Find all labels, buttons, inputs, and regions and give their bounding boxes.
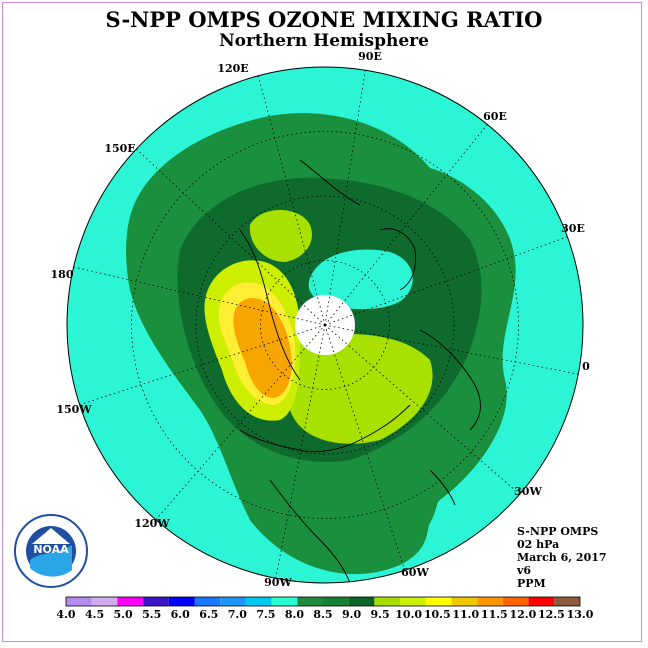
- colorbar-segment: [451, 597, 478, 606]
- orange-region: [233, 298, 292, 398]
- colorbar-segment: [297, 597, 323, 606]
- info-version: v6: [516, 564, 531, 577]
- longitude-label: 30W: [514, 485, 542, 498]
- colorbar-tick-label: 11.5: [481, 608, 508, 621]
- colorbar-segment: [220, 597, 246, 606]
- dark-green-lower-lobe: [250, 470, 440, 564]
- longitude-label: 90W: [264, 576, 292, 589]
- longitude-label: 60W: [401, 566, 429, 579]
- info-level: 02 hPa: [517, 538, 559, 551]
- latitude-circle: [195, 195, 455, 455]
- colorbar-tick-label: 4.0: [56, 608, 75, 621]
- colorbar-tick-label: 6.0: [171, 608, 190, 621]
- noaa-logo-wave: [30, 545, 72, 577]
- info-units: PPM: [517, 577, 546, 590]
- map-subtitle: Northern Hemisphere: [219, 31, 429, 51]
- map-boundary: [66, 66, 584, 584]
- longitude-label: 0: [582, 360, 590, 373]
- colorbar-tick-label: 6.5: [199, 608, 218, 621]
- colorbar-segment: [502, 597, 529, 606]
- longitude-labels: 90E 60E 30E 0 30W 60W 90W 120W 150W 180 150E 120E: [51, 50, 591, 589]
- colorbar-segment: [194, 597, 221, 606]
- colorbar-segment: [66, 597, 92, 606]
- longitude-label: 120E: [217, 62, 248, 75]
- colorbar-tick-label: 9.0: [342, 608, 361, 621]
- polar-map: [67, 67, 583, 583]
- colorbar-tick-label: 10.5: [424, 608, 451, 621]
- noaa-logo-gull: [32, 528, 70, 544]
- colorbar-tick-label: 11.0: [452, 608, 479, 621]
- colorbar-segment: [528, 597, 555, 606]
- noaa-logo-text: NOAA: [33, 543, 69, 556]
- longitude-label: 120W: [134, 517, 170, 530]
- longitude-label: 30E: [561, 222, 585, 235]
- colorbar-segment: [554, 597, 580, 606]
- colorbar-tick-label: 7.5: [256, 608, 275, 621]
- colorbar-segment: [477, 597, 503, 606]
- map-title: S-NPP OMPS OZONE MIXING RATIO: [106, 7, 543, 32]
- colorbar-segment: [91, 597, 118, 606]
- longitude-label: 60E: [483, 110, 507, 123]
- colorbar-segment: [117, 597, 144, 606]
- info-instrument: S-NPP OMPS: [517, 525, 598, 538]
- latitude-circle: [260, 260, 390, 390]
- colorbar-segment: [168, 597, 195, 606]
- colorbar-tick-label: 10.0: [395, 608, 422, 621]
- colorbar-segment: [143, 597, 169, 606]
- colorbar-segment: [245, 597, 272, 606]
- latitude-circle: [131, 131, 519, 519]
- longitude-label: 90E: [358, 50, 382, 63]
- info-date: March 6, 2017: [517, 551, 607, 564]
- graticule: [73, 70, 579, 579]
- colorbar-tick-label: 4.5: [85, 608, 104, 621]
- colorbar-segment: [271, 597, 298, 606]
- colorbar-tick-label: 12.0: [509, 608, 536, 621]
- colorbar-tick-label: 8.0: [285, 608, 304, 621]
- colorbar-tick-label: 12.5: [538, 608, 565, 621]
- noaa-logo: NOAA: [14, 514, 88, 588]
- colorbar: 4.0 4.5 5.0 5.5 6.0 6.5 7.0 7.5 8.0 8.5 9.0 9.5 10.0…: [56, 596, 594, 621]
- longitude-label: 150E: [104, 142, 135, 155]
- colorbar-tick-label: 13.0: [567, 608, 594, 621]
- colorbar-segment: [323, 597, 349, 606]
- colorbar-segment: [400, 597, 426, 606]
- colorbar-segment: [425, 597, 452, 606]
- colorbar-tick-label: 7.0: [228, 608, 247, 621]
- colorbar-border: [65, 596, 581, 607]
- colorbar-tick-label: 8.5: [313, 608, 332, 621]
- arctic-cyan-region: [308, 249, 413, 310]
- info-block: S-NPP OMPS 02 hPa March 6, 2017 v6 PPM: [516, 525, 607, 590]
- coastlines: [239, 159, 481, 583]
- colorbar-tick-label: 9.5: [371, 608, 390, 621]
- colorbar-segment: [374, 597, 401, 606]
- lime-region: [249, 210, 312, 262]
- lime-region-east: [288, 334, 433, 444]
- longitude-label: 180: [51, 268, 74, 281]
- colorbar-tick-label: 5.0: [114, 608, 133, 621]
- colorbar-segment: [348, 597, 375, 606]
- colorbar-tick-label: 5.5: [142, 608, 161, 621]
- longitude-label: 150W: [56, 403, 92, 416]
